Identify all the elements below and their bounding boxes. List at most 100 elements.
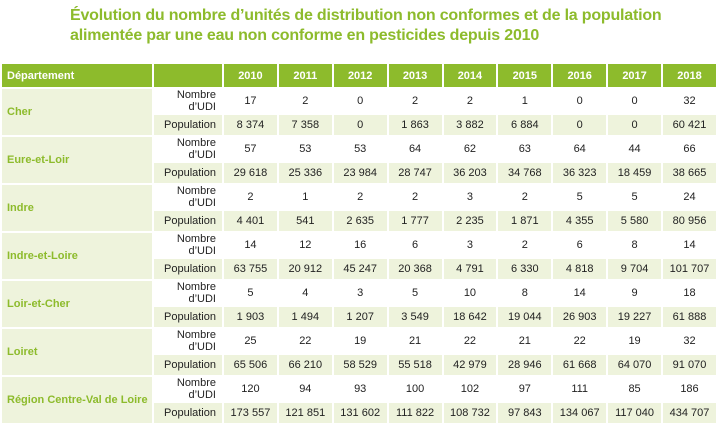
table-cell: 62 bbox=[443, 137, 497, 161]
population-label: Population bbox=[154, 355, 222, 375]
table-cell: 2 235 bbox=[443, 211, 497, 231]
table-cell: 22 bbox=[278, 329, 332, 353]
table-cell: 0 bbox=[553, 115, 607, 135]
table-cell: 0 bbox=[333, 89, 387, 113]
table-cell: 3 bbox=[443, 233, 497, 257]
table-cell: 6 bbox=[553, 233, 607, 257]
table-row: Population 65 506 66 210 58 529 55 518 42 979… bbox=[2, 355, 716, 375]
year-header: 2016 bbox=[553, 64, 607, 87]
table-cell: 64 bbox=[388, 137, 442, 161]
table-cell: 121 851 bbox=[278, 403, 332, 423]
table-cell: 3 bbox=[333, 281, 387, 305]
table-cell: 36 323 bbox=[553, 163, 607, 183]
table-cell: 25 bbox=[224, 329, 277, 353]
table-row: Population 1 903 1 494 1 207 3 549 18 642 19 0… bbox=[2, 307, 716, 327]
table-cell: 4 818 bbox=[553, 259, 607, 279]
table-cell: 29 618 bbox=[224, 163, 277, 183]
table-cell: 120 bbox=[224, 377, 277, 401]
department-name: Indre-et-Loire bbox=[2, 233, 152, 279]
table-cell: 32 bbox=[663, 89, 716, 113]
population-label: Population bbox=[154, 211, 222, 231]
table-row: Loir-et-Cher Nombre d’UDI 5 4 3 5 10 8 14 9 18 bbox=[2, 281, 716, 327]
table-cell: 2 635 bbox=[333, 211, 387, 231]
table-cell: 32 bbox=[663, 329, 716, 353]
table-cell: 4 791 bbox=[443, 259, 497, 279]
table-cell: 8 374 bbox=[224, 115, 277, 135]
table-cell: 65 506 bbox=[224, 355, 277, 375]
table-cell: 53 bbox=[278, 137, 332, 161]
table-cell: 0 bbox=[333, 115, 387, 135]
table-cell: 5 bbox=[224, 281, 277, 305]
table-cell: 1 863 bbox=[388, 115, 442, 135]
table-cell: 18 642 bbox=[443, 307, 497, 327]
table-cell: 5 580 bbox=[608, 211, 661, 231]
table-cell: 64 bbox=[553, 137, 607, 161]
table-row: Population 63 755 20 912 45 247 20 368 4 791 6… bbox=[2, 259, 716, 279]
year-header: 2012 bbox=[333, 64, 387, 87]
udi-count-label: Nombre d’UDI bbox=[154, 185, 222, 209]
table-cell: 1 bbox=[498, 89, 552, 113]
table-cell: 38 665 bbox=[663, 163, 716, 183]
table-cell: 97 843 bbox=[498, 403, 552, 423]
table-cell: 102 bbox=[443, 377, 497, 401]
table-row: Région Centre-Val de Loire Nombre d’UDI 12… bbox=[2, 377, 716, 423]
table-cell: 28 747 bbox=[388, 163, 442, 183]
header-row: Département 2010 2011 2012 2013 2014 201… bbox=[2, 64, 716, 87]
table-cell: 2 bbox=[333, 185, 387, 209]
table-cell: 14 bbox=[663, 233, 716, 257]
table-cell: 6 bbox=[388, 233, 442, 257]
table-cell: 64 070 bbox=[608, 355, 661, 375]
table-cell: 4 355 bbox=[553, 211, 607, 231]
table-row: Population 8 374 7 358 0 1 863 3 882 6 884 0 0 60… bbox=[2, 115, 716, 135]
table-row: Population 29 618 25 336 23 984 28 747 36 203… bbox=[2, 163, 716, 183]
table-cell: 28 946 bbox=[498, 355, 552, 375]
table-cell: 53 bbox=[333, 137, 387, 161]
table-cell: 7 358 bbox=[278, 115, 332, 135]
table-row: Cher Nombre d’UDI 17 2 0 2 2 1 0 0 32 bbox=[2, 89, 716, 135]
table-cell: 1 494 bbox=[278, 307, 332, 327]
table-cell: 9 bbox=[608, 281, 661, 305]
table-cell: 2 bbox=[224, 185, 277, 209]
table-cell: 93 bbox=[333, 377, 387, 401]
department-name: Loiret bbox=[2, 329, 152, 375]
year-header: 2010 bbox=[224, 64, 277, 87]
table-cell: 44 bbox=[608, 137, 661, 161]
table-row: Indre Nombre d’UDI 2 1 2 2 3 2 5 5 24 bbox=[2, 185, 716, 231]
label-header bbox=[154, 64, 222, 87]
table-cell: 14 bbox=[224, 233, 277, 257]
table-cell: 66 210 bbox=[278, 355, 332, 375]
table-cell: 2 bbox=[388, 89, 442, 113]
year-header: 2018 bbox=[663, 64, 716, 87]
table-cell: 5 bbox=[608, 185, 661, 209]
table-cell: 0 bbox=[608, 115, 661, 135]
population-label: Population bbox=[154, 163, 222, 183]
table-cell: 186 bbox=[663, 377, 716, 401]
table-cell: 3 882 bbox=[443, 115, 497, 135]
table-cell: 20 912 bbox=[278, 259, 332, 279]
table-cell: 61 888 bbox=[663, 307, 716, 327]
department-name: Loir-et-Cher bbox=[2, 281, 152, 327]
table-cell: 18 bbox=[663, 281, 716, 305]
table-cell: 61 668 bbox=[553, 355, 607, 375]
table-cell: 45 247 bbox=[333, 259, 387, 279]
table-cell: 63 bbox=[498, 137, 552, 161]
table-cell: 0 bbox=[553, 89, 607, 113]
table-cell: 19 bbox=[608, 329, 661, 353]
table-cell: 60 421 bbox=[663, 115, 716, 135]
table-cell: 19 bbox=[333, 329, 387, 353]
department-name: Région Centre-Val de Loire bbox=[2, 377, 152, 423]
udi-count-label: Nombre d’UDI bbox=[154, 281, 222, 305]
table-title: Évolution du nombre d’unités de distribu… bbox=[70, 7, 662, 44]
table-cell: 9 704 bbox=[608, 259, 661, 279]
table-cell: 42 979 bbox=[443, 355, 497, 375]
table-cell: 97 bbox=[498, 377, 552, 401]
table-cell: 34 768 bbox=[498, 163, 552, 183]
table-cell: 22 bbox=[553, 329, 607, 353]
table-cell: 16 bbox=[333, 233, 387, 257]
population-label: Population bbox=[154, 259, 222, 279]
table-cell: 14 bbox=[553, 281, 607, 305]
table-cell: 5 bbox=[553, 185, 607, 209]
table-cell: 21 bbox=[498, 329, 552, 353]
table-cell: 58 529 bbox=[333, 355, 387, 375]
table-cell: 91 070 bbox=[663, 355, 716, 375]
